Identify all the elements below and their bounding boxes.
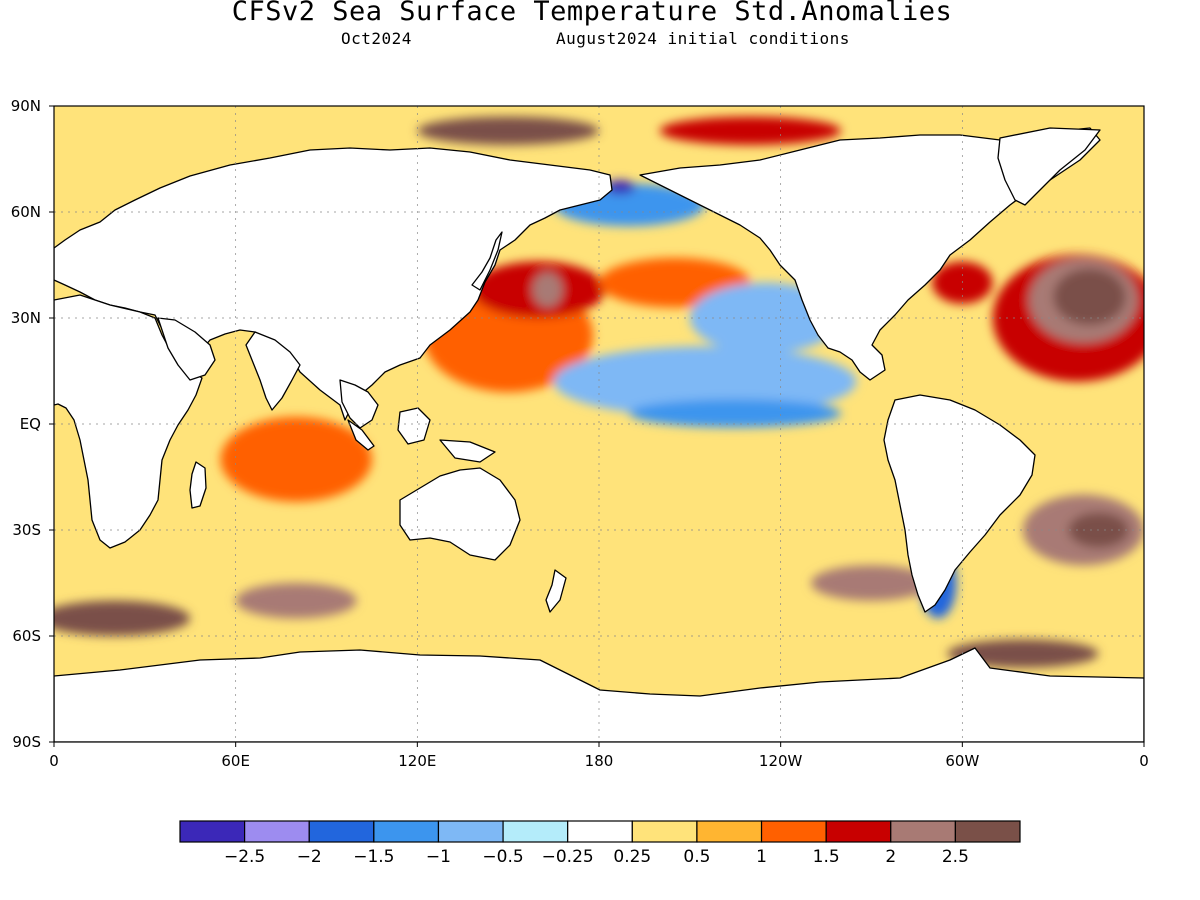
colorbar-label: 2 (885, 847, 896, 867)
colorbar-swatch (373, 820, 440, 843)
colorbar-label: −1 (426, 847, 451, 867)
colorbar-label: −0.25 (542, 847, 594, 867)
colorbar-label: 2.5 (942, 847, 969, 867)
land-se-asia (339, 379, 379, 429)
land-arabia (157, 317, 216, 381)
forecast-month-label: Oct2024 (341, 29, 412, 48)
x-tick-label: 120W (759, 752, 803, 770)
y-tick-label: 60N (11, 203, 41, 221)
colorbar-swatch (696, 820, 763, 843)
anomaly-region-6 (629, 399, 842, 428)
colorbar-swatch (437, 820, 504, 843)
colorbar-swatch (954, 820, 1021, 843)
colorbar-label: 1.5 (813, 847, 840, 867)
x-tick-label: 60W (945, 752, 979, 770)
y-tick-label: EQ (20, 415, 41, 433)
land-sumatra (347, 419, 375, 451)
anomaly-region-23 (659, 116, 842, 145)
land-new-guinea (439, 439, 496, 463)
colorbar-swatch (502, 820, 569, 843)
land-south-america (883, 394, 1036, 613)
colorbar-swatch (179, 820, 246, 843)
land-japan (471, 231, 503, 291)
initial-conditions-label: August2024 initial conditions (556, 29, 850, 48)
anomaly-region-5 (553, 346, 857, 417)
y-tick-label: 90N (11, 97, 41, 115)
y-tick-label: 60S (12, 627, 41, 645)
land-australia (399, 467, 521, 561)
anomaly-region-20 (810, 565, 933, 601)
land-borneo (397, 407, 431, 445)
x-tick-label: 120E (398, 752, 436, 770)
anomaly-region-22 (417, 116, 599, 145)
land-greenland (997, 127, 1101, 206)
land-north-america (639, 127, 1101, 381)
anomaly-region-18 (235, 583, 357, 619)
chart-title: CFSv2 Sea Surface Temperature Std.Anomal… (231, 0, 953, 27)
x-tick-label: 0 (49, 752, 59, 770)
y-tick-label: 30S (12, 521, 41, 539)
colorbar-swatch (825, 820, 892, 843)
anomaly-region-3 (532, 272, 563, 308)
x-tick-label: 180 (585, 752, 614, 770)
anomaly-region-12 (1053, 268, 1126, 326)
colorbar-swatch (760, 820, 827, 843)
colorbar-swatch (890, 820, 956, 843)
colorbar-label: −1.5 (353, 847, 394, 867)
colorbar-swatch (631, 820, 698, 843)
colorbar-label: 0.5 (683, 847, 710, 867)
axis-ticks: 0 60E 120E 180 120W 60W 0 90N 60N 30N EQ 30S 60S 90S (11, 97, 1149, 770)
colorbar-label: −2 (297, 847, 322, 867)
colorbar-swatch (308, 820, 375, 843)
x-tick-label: 0 (1139, 752, 1149, 770)
y-tick-label: 30N (11, 309, 41, 327)
anomaly-region-17 (54, 600, 191, 636)
anomaly-field (54, 116, 1144, 668)
colorbar-label: 0.25 (613, 847, 651, 867)
y-tick-label: 90S (12, 733, 41, 751)
colorbar-label: −2.5 (224, 847, 265, 867)
land-new-zealand (545, 569, 567, 613)
x-tick-label: 60E (221, 752, 250, 770)
colorbar-swatch (244, 820, 310, 843)
anomaly-region-19 (220, 416, 372, 502)
colorbar-label: −0.5 (482, 847, 523, 867)
colorbar-swatch (567, 820, 633, 843)
colorbar: −2.5 −2 −1.5 −1 −0.5 −0.25 0.25 0.5 1 1.5 2 2.5 (179, 820, 1021, 867)
land-madagascar (189, 461, 207, 509)
land-africa (54, 294, 203, 549)
colorbar-label: 1 (756, 847, 767, 867)
anomaly-region-9 (605, 180, 636, 195)
graticule (54, 106, 1144, 742)
land-india (245, 331, 301, 411)
